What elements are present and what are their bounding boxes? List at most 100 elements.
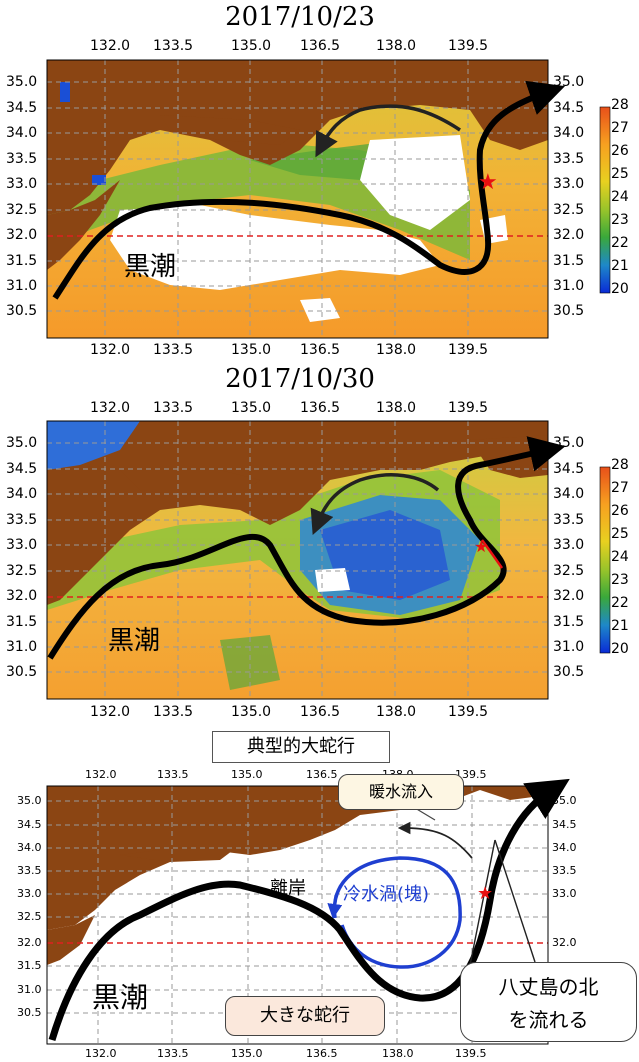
y-tick: 32.0	[17, 936, 42, 949]
y-tick: 32.0	[553, 588, 585, 604]
hachijo-line1: 八丈島の北	[498, 975, 599, 999]
colorbar-tick: 28	[611, 457, 629, 473]
y-tick: 30.5	[17, 1006, 42, 1019]
panel2-colorbar	[599, 466, 611, 654]
y-tick: 32.0	[6, 588, 38, 604]
warm-inflow-callout: 暖水流入	[338, 774, 464, 810]
large-meander-callout: 大きな蛇行	[225, 996, 385, 1036]
y-tick: 31.0	[6, 278, 38, 294]
y-tick: 32.0	[552, 936, 577, 949]
colorbar-tick: 22	[611, 595, 629, 611]
y-tick: 34.0	[17, 841, 42, 854]
y-tick: 34.0	[553, 125, 585, 141]
schematic-title: 典型的大蛇行	[212, 731, 390, 763]
panel2-star-icon: ★	[474, 537, 488, 556]
x-tick: 132.0	[90, 400, 131, 416]
x-tick: 135.0	[231, 704, 272, 720]
y-tick: 34.5	[553, 461, 585, 477]
y-tick: 31.0	[6, 639, 38, 655]
schematic-kuroshio-path	[48, 778, 570, 1042]
y-tick: 32.5	[553, 563, 585, 579]
y-tick: 34.0	[6, 125, 38, 141]
y-tick: 33.0	[6, 176, 38, 192]
colorbar-tick: 27	[611, 120, 629, 136]
x-tick: 132.0	[85, 768, 117, 781]
y-tick: 33.5	[6, 512, 38, 528]
panel2-coastal-arrow	[310, 473, 440, 535]
colorbar-tick: 20	[611, 641, 629, 657]
hachijo-callout: 八丈島の北 を流れる	[460, 962, 637, 1042]
colorbar-tick: 26	[611, 143, 629, 159]
y-tick: 33.5	[17, 864, 42, 877]
cold-eddy-label: 冷水渦(塊)	[343, 884, 430, 905]
y-tick: 31.0	[17, 983, 42, 996]
y-tick: 31.5	[553, 253, 585, 269]
y-tick: 35.0	[6, 435, 38, 451]
x-tick: 135.0	[231, 400, 272, 416]
y-tick: 32.0	[6, 227, 38, 243]
y-tick: 34.5	[6, 100, 38, 116]
y-tick: 33.5	[552, 864, 577, 877]
y-tick: 34.5	[17, 818, 42, 831]
panel1-star-icon: ★	[478, 170, 498, 195]
warm-inflow-arrow	[397, 821, 473, 859]
x-tick: 136.5	[300, 704, 341, 720]
x-tick: 132.0	[90, 38, 131, 54]
schematic-star-icon: ★	[477, 883, 493, 904]
x-tick: 135.0	[231, 342, 272, 358]
y-tick: 30.5	[553, 664, 585, 680]
y-tick: 31.5	[6, 614, 38, 630]
colorbar-tick: 24	[611, 189, 629, 205]
y-tick: 31.5	[17, 959, 42, 972]
y-tick: 35.0	[6, 74, 38, 90]
x-tick: 133.5	[153, 342, 194, 358]
cold-eddy-loop	[332, 856, 462, 969]
panel1-colorbar	[599, 106, 611, 294]
schematic-kuroshio-label: 黒潮	[92, 981, 149, 1014]
x-tick: 133.5	[153, 704, 194, 720]
colorbar-tick: 28	[611, 97, 629, 113]
y-tick: 30.5	[6, 664, 38, 680]
offshore-label: 離岸	[270, 878, 306, 899]
panel2-kuroshio-label: 黒潮	[108, 626, 161, 656]
x-tick: 136.5	[300, 400, 341, 416]
colorbar-tick: 23	[611, 572, 629, 588]
x-tick: 139.5	[455, 1047, 487, 1060]
y-tick: 32.0	[553, 227, 585, 243]
y-tick: 33.0	[553, 537, 585, 553]
y-tick: 32.5	[553, 202, 585, 218]
x-tick: 138.0	[382, 1047, 414, 1060]
hachijo-line2: を流れる	[508, 1008, 589, 1032]
x-tick: 133.5	[153, 38, 194, 54]
x-tick: 135.0	[231, 1047, 263, 1060]
panel1-map: ★	[46, 59, 566, 339]
x-tick: 136.5	[306, 1047, 338, 1060]
colorbar-tick: 25	[611, 166, 629, 182]
y-tick: 33.0	[17, 887, 42, 900]
y-tick: 34.5	[553, 100, 585, 116]
y-tick: 35.0	[17, 794, 42, 807]
x-tick: 136.5	[300, 342, 341, 358]
panel2-map: ★	[46, 420, 566, 700]
panel2-kuroshio-path	[47, 436, 566, 660]
colorbar-tick: 24	[611, 549, 629, 565]
x-tick: 139.5	[448, 38, 489, 54]
panel1-kuroshio-path	[52, 80, 566, 300]
x-tick: 135.0	[231, 38, 272, 54]
y-tick: 33.5	[553, 512, 585, 528]
y-tick: 35.0	[552, 794, 577, 807]
y-tick: 35.0	[553, 74, 585, 90]
x-tick: 139.5	[448, 704, 489, 720]
panel1-kuroshio-label: 黒潮	[124, 252, 177, 282]
y-tick: 33.0	[6, 537, 38, 553]
x-tick: 132.0	[85, 1047, 117, 1060]
x-tick: 138.0	[376, 38, 417, 54]
x-tick: 139.5	[455, 768, 487, 781]
colorbar-tick: 26	[611, 503, 629, 519]
x-tick: 138.0	[376, 342, 417, 358]
panel2-date-title: 2017/10/30	[225, 364, 375, 394]
colorbar-tick: 27	[611, 480, 629, 496]
y-tick: 34.5	[6, 461, 38, 477]
y-tick: 33.5	[6, 151, 38, 167]
